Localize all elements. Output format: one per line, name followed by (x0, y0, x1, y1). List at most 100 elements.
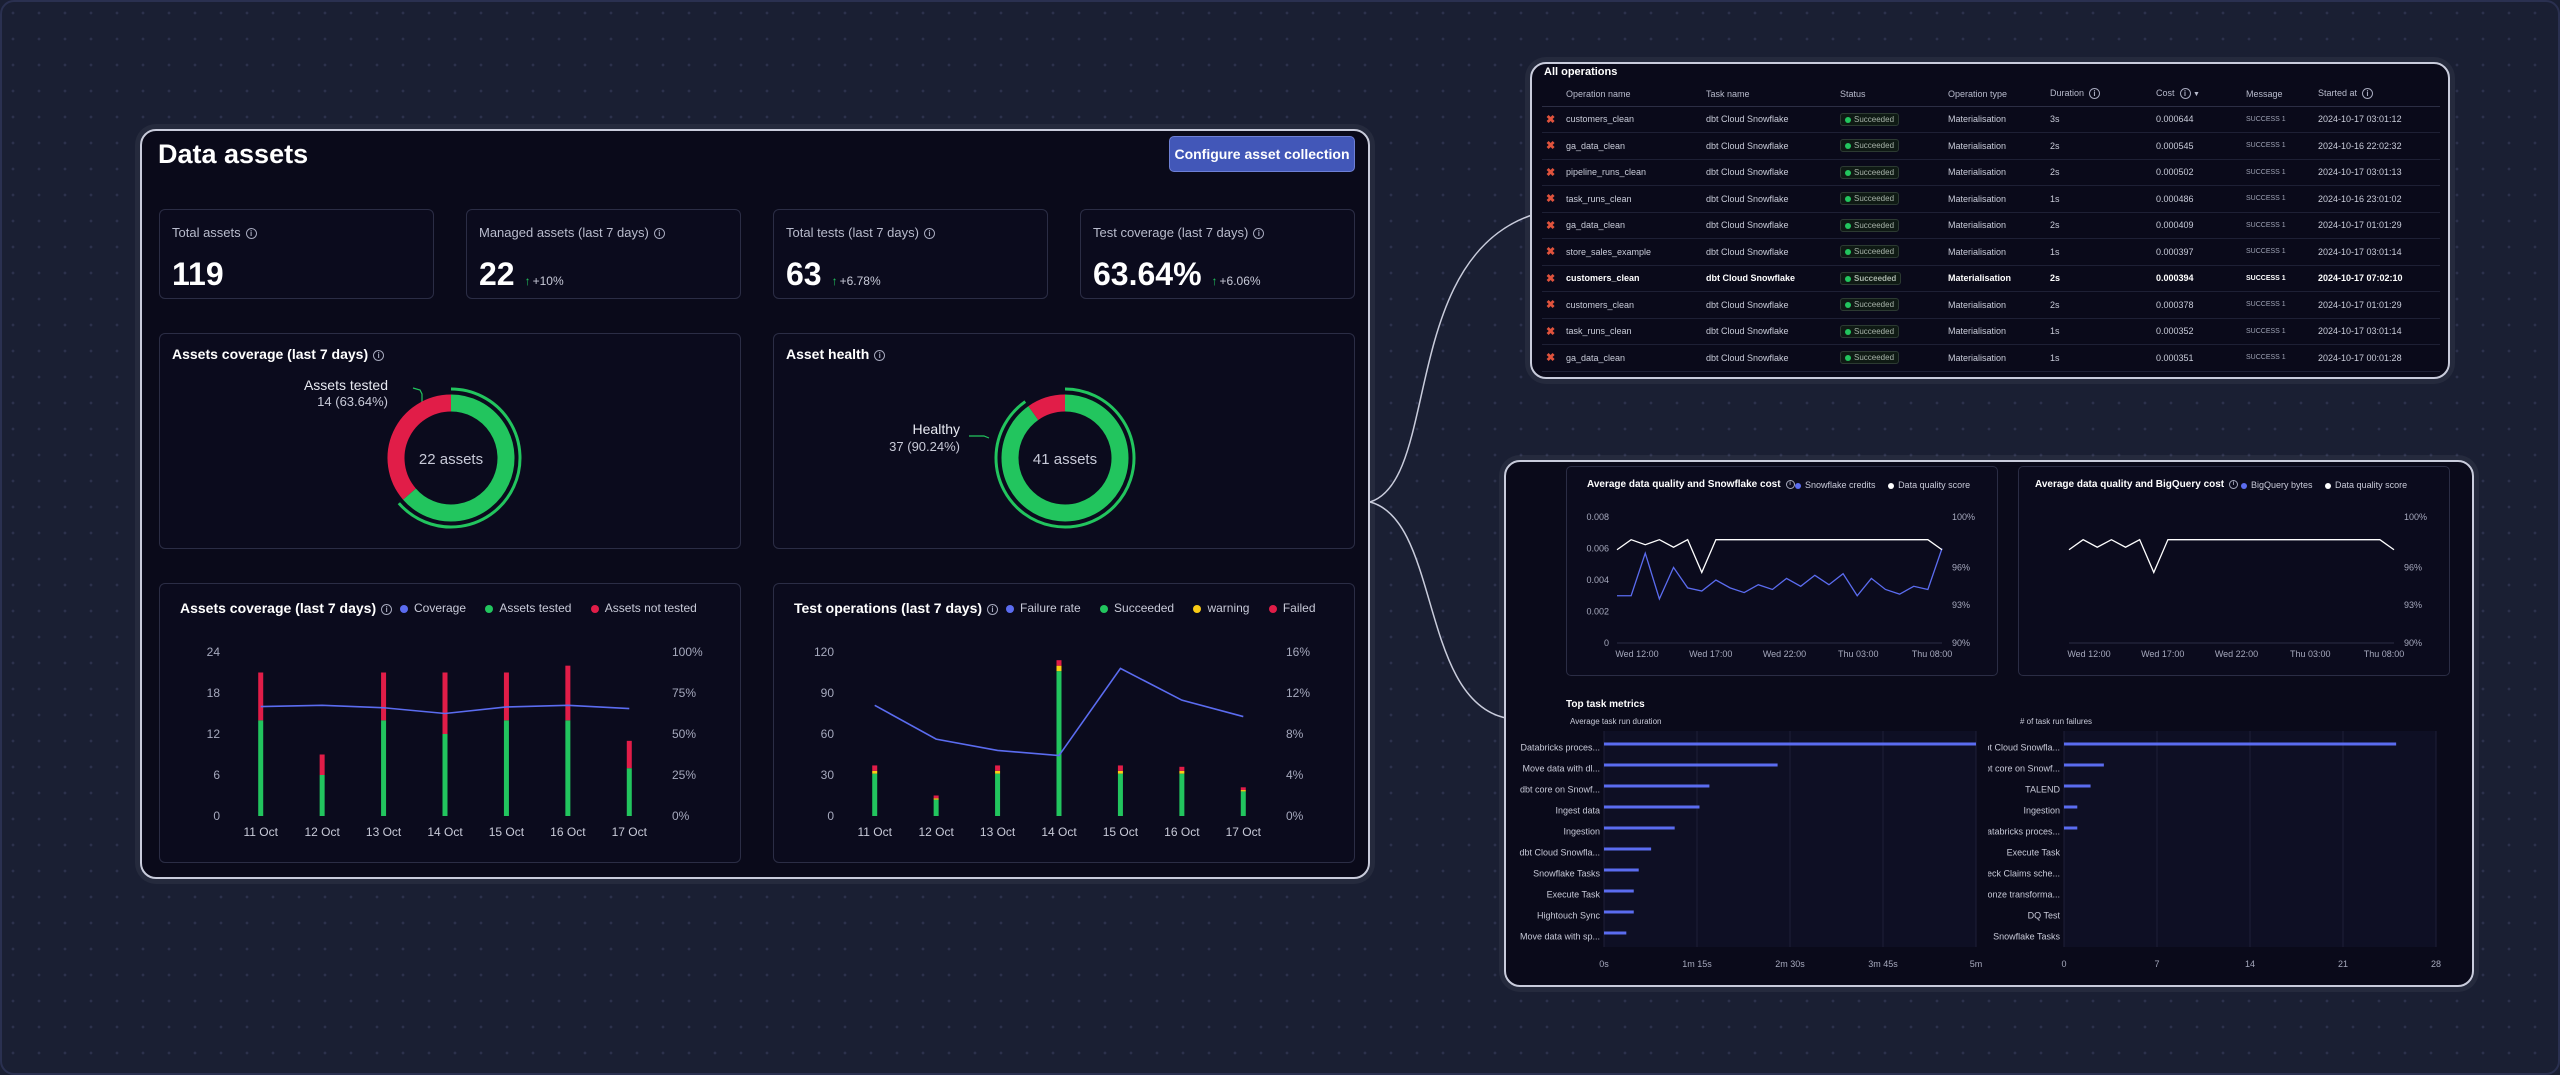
info-icon[interactable]: i (653, 228, 665, 240)
column-header[interactable]: Operation name (1562, 82, 1702, 107)
table-row[interactable]: ✖ task_runs_clean dbt Cloud Snowflake Succe… (1542, 185, 2440, 213)
legend-item[interactable]: Data quality score (1898, 480, 1971, 490)
status-text: Succeeded (1854, 273, 1897, 283)
legend-item[interactable]: BigQuery bytes (2251, 480, 2313, 490)
legend-item[interactable]: Assets not tested (604, 601, 697, 615)
info-icon[interactable]: i (923, 228, 935, 240)
operation-name[interactable]: ga_data_clean (1562, 212, 1702, 239)
operation-name[interactable]: task_runs_clean (1562, 185, 1702, 213)
task-metrics-panel: Average data quality and Snowflake cost i… (1504, 460, 2474, 987)
all-operations-panel: All operations Operation name Task name … (1530, 62, 2450, 379)
x-tick-label: 0 (2061, 959, 2066, 969)
status-dot-icon (1845, 196, 1851, 203)
info-icon[interactable]: i (2179, 88, 2191, 100)
info-icon[interactable]: i (987, 603, 999, 615)
legend-item[interactable]: Failed (1282, 601, 1316, 615)
donut-segment-red (387, 394, 452, 500)
bar-failed (1240, 787, 1246, 791)
started-at: 2024-10-16 22:02:32 (2314, 132, 2440, 160)
y-tick-label: 30 (821, 768, 835, 782)
table-row[interactable]: ✖ customers_clean dbt Cloud Snowflake Succe… (1542, 265, 2440, 292)
status-dot-icon (1845, 275, 1851, 282)
bar-assets-tested (381, 720, 387, 816)
x-tick-label: Thu 08:00 (1912, 649, 1953, 659)
legend-item[interactable]: Snowflake credits (1805, 480, 1876, 490)
failed-x-icon: ✖ (1546, 140, 1556, 153)
y-right-tick-label: 93% (1952, 600, 1970, 610)
info-icon[interactable]: i (1785, 479, 1795, 489)
bar (2064, 826, 2078, 830)
connector-to-task-metrics (1369, 501, 1507, 719)
card-title: Assets coverage (last 7 days) (172, 346, 369, 362)
column-header[interactable]: Task name (1702, 82, 1836, 107)
info-icon[interactable]: i (245, 228, 257, 240)
operation-name[interactable]: pipeline_runs_clean (1562, 159, 1702, 186)
legend-item[interactable]: Succeeded (1114, 601, 1175, 615)
task-name: dbt Cloud Snowflake (1702, 159, 1836, 186)
status-text: Succeeded (1854, 326, 1895, 336)
table-row[interactable]: ✖ pipeline_runs_clean dbt Cloud Snowflake S… (1542, 159, 2440, 186)
legend-item[interactable]: Failure rate (1020, 601, 1081, 615)
y-tick-label: 0.008 (1586, 512, 1609, 522)
sort-desc-icon[interactable]: ▼ (2193, 91, 2200, 99)
operation-name[interactable]: task_runs_clean (1562, 318, 1702, 345)
bar (2064, 784, 2091, 788)
kpi-value: 63.64% (1093, 256, 1202, 292)
duration: 1s (2046, 344, 2152, 372)
operation-name[interactable]: customers_clean (1562, 291, 1702, 319)
column-header[interactable]: Operation type (1944, 82, 2046, 107)
message: SUCCESS 1 (2242, 106, 2314, 133)
kpi-card-total-tests: Total tests (last 7 days) i 63 ↑ +6.78% (773, 209, 1048, 299)
legend-item[interactable]: warning (1207, 601, 1250, 615)
status-badge: Succeeded (1840, 324, 1900, 338)
category-label: dbt Cloud Snowfla... (1519, 848, 1600, 858)
bar-assets-not-tested (442, 672, 448, 734)
operation-name[interactable]: ga_data_clean (1562, 132, 1702, 160)
table-row[interactable]: ✖ store_sales_example dbt Cloud Snowflake S… (1542, 238, 2440, 266)
status-badge: Succeeded (1840, 218, 1900, 232)
info-icon[interactable]: i (2089, 88, 2101, 100)
status-badge: Succeeded (1840, 112, 1900, 126)
bar-succeeded (1240, 791, 1246, 816)
info-icon[interactable]: i (2229, 479, 2239, 489)
message: SUCCESS 1 (2242, 238, 2314, 266)
column-header[interactable]: Message (2242, 82, 2314, 107)
table-row[interactable]: ✖ ga_data_clean dbt Cloud Snowflake Succeed… (1542, 132, 2440, 160)
info-icon[interactable]: i (381, 603, 393, 615)
page-title: Data assets (158, 139, 309, 169)
info-icon[interactable]: i (2362, 88, 2374, 100)
arrow-up-icon: ↑ (1211, 274, 1218, 288)
table-row[interactable]: ✖ customers_clean dbt Cloud Snowflake Succe… (1542, 106, 2440, 133)
legend-item[interactable]: Data quality score (2335, 480, 2408, 490)
operation-name[interactable]: customers_clean (1562, 106, 1702, 133)
operations-table: Operation name Task name Status Operatio… (1542, 82, 2440, 372)
bar-succeeded (933, 799, 939, 816)
info-icon[interactable]: i (373, 349, 385, 361)
info-icon[interactable]: i (874, 349, 886, 361)
table-row[interactable]: ✖ task_runs_clean dbt Cloud Snowflake Succe… (1542, 318, 2440, 345)
info-icon[interactable]: i (1253, 228, 1265, 240)
table-row[interactable]: ✖ ga_data_clean dbt Cloud Snowflake Succeed… (1542, 212, 2440, 239)
configure-asset-collection-button[interactable]: Configure asset collection (1169, 136, 1355, 172)
donut-center-label: 41 assets (1033, 451, 1097, 468)
x-tick-label: 7 (2154, 959, 2159, 969)
bar-assets-not-tested (503, 672, 509, 721)
table-row[interactable]: ✖ customers_clean dbt Cloud Snowflake Succe… (1542, 291, 2440, 319)
legend-item[interactable]: Assets tested (499, 601, 572, 615)
legend-item[interactable]: Coverage (414, 601, 467, 615)
table-row[interactable]: ✖ ga_data_clean dbt Cloud Snowflake Succeed… (1542, 344, 2440, 372)
y-tick-label: 12 (207, 727, 221, 741)
bar-assets-tested (565, 720, 571, 816)
column-header[interactable]: Status (1836, 82, 1944, 107)
status-dot-icon (1845, 222, 1851, 229)
donut-ring (994, 387, 1136, 529)
duration: 3s (2046, 106, 2152, 133)
chart-legend: BigQuery bytes Data quality score (2231, 480, 2407, 490)
bar-assets-tested (442, 734, 448, 816)
operation-name[interactable]: customers_clean (1562, 265, 1702, 292)
operation-name[interactable]: ga_data_clean (1562, 344, 1702, 372)
message: SUCCESS 1 (2242, 159, 2314, 186)
status-dot-icon (1845, 328, 1851, 335)
bar-assets-tested (319, 775, 325, 816)
operation-name[interactable]: store_sales_example (1562, 238, 1702, 266)
